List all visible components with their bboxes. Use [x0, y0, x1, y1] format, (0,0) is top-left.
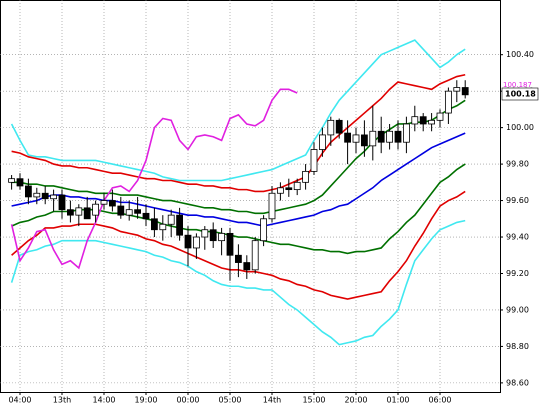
candle-body — [100, 200, 108, 205]
candle-body — [218, 232, 226, 242]
candle-body — [159, 223, 167, 231]
x-tick-label: 15:00 — [302, 396, 325, 405]
candle-body — [461, 87, 469, 96]
candle-body — [58, 194, 66, 211]
x-tick-label: 06:00 — [428, 396, 451, 405]
candle-body — [260, 218, 268, 242]
y-tick-label: 99.00 — [506, 305, 529, 314]
x-tick-label: 19:00 — [134, 396, 157, 405]
last-price-label: 100.18 — [505, 90, 536, 99]
marker-price-label: 100.187 — [503, 81, 532, 89]
candle-body — [201, 229, 209, 238]
candle-body — [109, 200, 116, 207]
candle-body — [360, 134, 368, 147]
candle-body — [67, 209, 74, 216]
candle-body — [167, 214, 175, 225]
x-tick-label: 04:00 — [8, 396, 31, 405]
candle-body — [394, 130, 402, 143]
x-tick-label: 13th — [53, 396, 71, 405]
candle-body — [444, 90, 452, 114]
y-tick-label: 100.40 — [506, 50, 534, 59]
candle-body — [209, 229, 217, 242]
candle-body — [125, 209, 133, 216]
y-tick-label: 99.80 — [506, 160, 529, 169]
x-tick-label: 14:00 — [92, 396, 115, 405]
candle-body — [75, 207, 83, 216]
candle-body — [184, 234, 192, 249]
candle-body — [226, 232, 234, 256]
y-tick-label: 98.80 — [506, 342, 529, 351]
y-tick-label: 98.60 — [506, 378, 529, 387]
y-tick-label: 100.00 — [506, 123, 534, 132]
candle-body — [83, 207, 91, 220]
candle-body — [302, 170, 310, 183]
x-tick-label: 05:00 — [218, 396, 241, 405]
candle-body — [268, 192, 276, 220]
candle-body — [428, 119, 436, 125]
candle-body — [318, 134, 326, 150]
last-price-box — [501, 87, 539, 101]
candle-body — [234, 254, 242, 263]
candle-body — [386, 130, 394, 143]
candle-body — [150, 218, 158, 231]
candle-body — [142, 212, 150, 220]
candle-body — [117, 205, 125, 216]
line-series — [10, 39, 466, 182]
line-series — [11, 73, 466, 193]
candle-body — [327, 119, 335, 136]
candle-body — [176, 214, 184, 236]
candle-body — [92, 203, 99, 216]
candle-body — [251, 240, 259, 271]
y-tick-label: 99.40 — [506, 233, 529, 242]
y-tick-label: 99.60 — [506, 196, 529, 205]
y-tick-label: 99.20 — [506, 269, 529, 278]
candle-body — [41, 192, 49, 200]
candle-body — [192, 236, 200, 249]
candle-body — [24, 185, 32, 198]
candle-body — [293, 181, 301, 191]
x-tick-label: 01:00 — [386, 396, 409, 405]
candle-body — [377, 130, 385, 143]
candle-body — [344, 132, 352, 143]
x-tick-label: 00:00 — [176, 396, 199, 405]
candle-body — [285, 187, 293, 191]
x-tick-label: 20:00 — [344, 396, 367, 405]
candle-body — [369, 130, 377, 147]
candle-body — [402, 123, 410, 143]
candle-body — [335, 119, 343, 134]
candle-body — [276, 187, 284, 194]
line-series — [10, 88, 298, 270]
candle-body — [419, 116, 427, 125]
candle-body — [8, 178, 16, 183]
candle-body — [411, 116, 419, 125]
candle-body — [453, 87, 461, 92]
candle-body — [16, 178, 24, 187]
candle-body — [134, 209, 142, 214]
plot-frame — [0, 0, 501, 393]
x-tick-label: 14th — [263, 396, 281, 405]
candle-body — [310, 149, 318, 172]
candle-body — [33, 192, 41, 198]
candle-body — [50, 194, 57, 200]
candle-body — [352, 134, 360, 143]
candle-body — [436, 112, 444, 121]
candle-body — [243, 262, 251, 271]
